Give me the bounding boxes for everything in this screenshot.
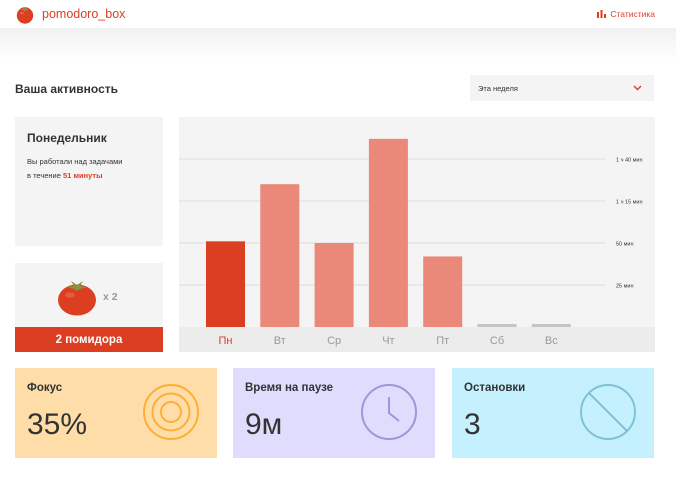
period-select[interactable]: Эта неделя bbox=[470, 75, 654, 101]
chart-bar bbox=[314, 243, 354, 327]
weekly-bar-chart: 25 мин 50 мин 1 ч 15 мин 1 ч 40 мин Пн Вт Ср Чт… bbox=[179, 138, 655, 352]
chart-bar bbox=[260, 184, 300, 327]
day-summary-line1: Вы работали над задачами bbox=[27, 157, 123, 166]
statistics-link-label: Статистика bbox=[610, 9, 655, 19]
focus-metric-value: 35% bbox=[27, 408, 88, 441]
target-icon bbox=[143, 384, 199, 440]
chart-bar bbox=[423, 256, 463, 327]
clock-icon bbox=[361, 384, 417, 440]
y-tick-label: 25 мин bbox=[616, 284, 634, 290]
pause-metric-card: Время на паузе 9м bbox=[233, 368, 435, 458]
logo-link[interactable]: pomodoro_box bbox=[15, 4, 125, 24]
chart-bar bbox=[368, 138, 408, 327]
stops-metric-card: Остановки 3 bbox=[452, 368, 654, 458]
weekly-chart: 25 мин 50 мин 1 ч 15 мин 1 ч 40 мин Пн Вт Ср Чт… bbox=[179, 117, 655, 352]
x-tick-label[interactable]: Вт bbox=[274, 335, 286, 347]
tomato-count-footer: 2 помидора bbox=[15, 327, 163, 352]
day-summary-line2-prefix: в течение bbox=[27, 171, 64, 180]
logo-text: pomodoro_box bbox=[42, 7, 126, 21]
chevron-down-icon bbox=[633, 85, 642, 91]
stops-metric-value: 3 bbox=[464, 408, 481, 441]
x-tick-label[interactable]: Вс bbox=[545, 335, 558, 347]
app-header: pomodoro_box Статистика bbox=[0, 0, 676, 28]
tomato-count: x 2 bbox=[57, 277, 118, 317]
x-tick-label[interactable]: Пн bbox=[219, 335, 233, 347]
bar-chart-icon bbox=[597, 10, 607, 18]
tomato-count-card: x 2 2 помидора bbox=[15, 263, 163, 352]
tomato-icon bbox=[58, 281, 96, 316]
chart-bar bbox=[206, 241, 245, 327]
y-tick-label: 50 мин bbox=[616, 242, 634, 248]
focus-metric-card: Фокус 35% bbox=[15, 368, 217, 458]
y-tick-label: 1 ч 40 мин bbox=[616, 158, 643, 164]
header-shadow bbox=[0, 28, 676, 60]
stop-icon bbox=[580, 384, 636, 440]
x-tick-label[interactable]: Сб bbox=[490, 335, 504, 347]
x-tick-label[interactable]: Чт bbox=[382, 335, 394, 347]
day-summary-title: Понедельник bbox=[27, 131, 107, 145]
period-select-value: Эта неделя bbox=[478, 83, 518, 93]
x-axis-strip bbox=[179, 327, 655, 352]
x-tick-label[interactable]: Пт bbox=[436, 335, 449, 347]
x-tick-label[interactable]: Ср bbox=[327, 335, 341, 347]
statistics-link[interactable]: Статистика bbox=[597, 9, 655, 19]
page-title: Ваша активность bbox=[15, 82, 119, 96]
y-tick-label: 1 ч 15 мин bbox=[616, 200, 643, 206]
day-summary-duration: 51 минуты bbox=[63, 171, 103, 180]
day-summary-text: Вы работали над задачами в течение 51 ми… bbox=[27, 155, 151, 183]
focus-metric-title: Фокус bbox=[27, 382, 63, 394]
tomato-icon bbox=[16, 6, 34, 24]
chart-bar bbox=[531, 324, 571, 327]
day-summary-card: Понедельник Вы работали над задачами в т… bbox=[15, 117, 163, 246]
stops-metric-title: Остановки bbox=[464, 382, 526, 394]
pause-metric-title: Время на паузе bbox=[245, 382, 334, 394]
pause-metric-value: 9м bbox=[245, 408, 283, 441]
chart-bar bbox=[477, 324, 517, 327]
tomato-count-label: x 2 bbox=[103, 291, 118, 303]
